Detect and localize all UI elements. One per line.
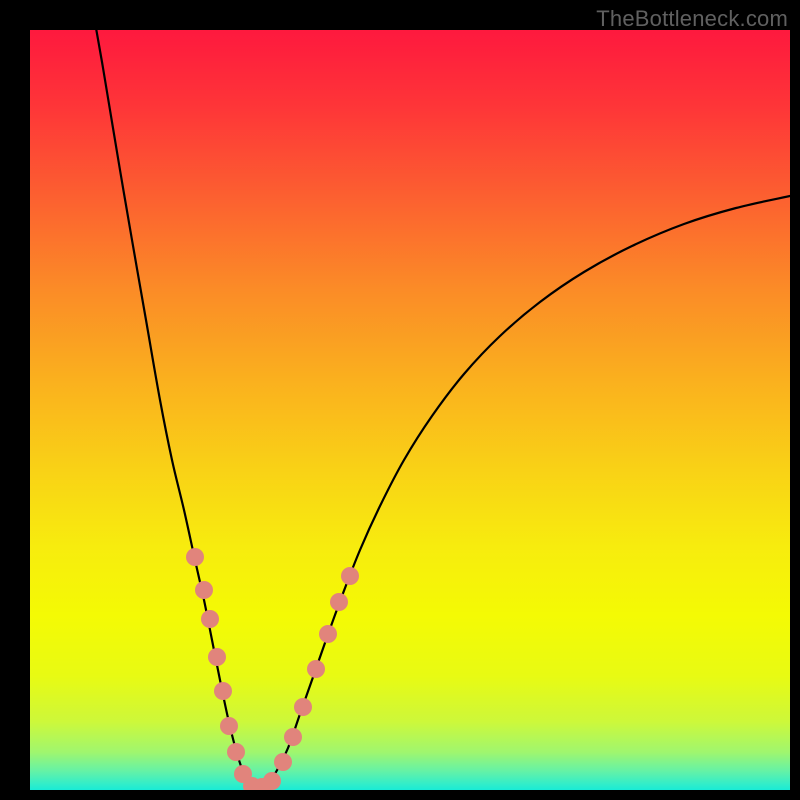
data-marker [307, 660, 325, 678]
data-marker [263, 772, 281, 790]
data-marker [195, 581, 213, 599]
data-marker [330, 593, 348, 611]
data-marker [274, 753, 292, 771]
watermark-text: TheBottleneck.com [596, 6, 788, 32]
data-marker [220, 717, 238, 735]
data-marker [186, 548, 204, 566]
data-marker [227, 743, 245, 761]
data-marker [214, 682, 232, 700]
data-marker [294, 698, 312, 716]
data-marker [208, 648, 226, 666]
plot-background [30, 30, 790, 790]
data-marker [341, 567, 359, 585]
data-marker [319, 625, 337, 643]
data-marker [201, 610, 219, 628]
data-marker [284, 728, 302, 746]
